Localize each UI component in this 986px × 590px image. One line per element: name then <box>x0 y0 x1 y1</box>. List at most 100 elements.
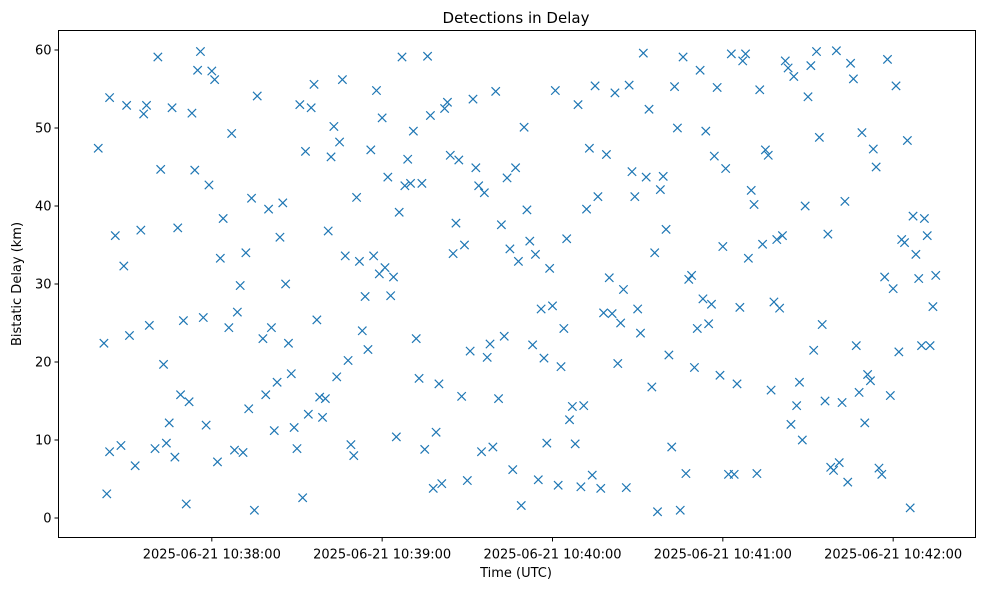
data-point <box>718 241 728 252</box>
data-point <box>794 377 805 387</box>
data-point <box>755 85 765 95</box>
data-point <box>817 319 827 330</box>
data-point <box>181 499 191 509</box>
data-point <box>522 205 532 215</box>
data-point <box>334 137 345 147</box>
data-point <box>224 323 234 333</box>
data-point <box>905 503 915 513</box>
data-point <box>227 128 237 139</box>
data-point <box>655 184 665 195</box>
data-point <box>434 379 444 389</box>
data-point <box>252 91 262 101</box>
data-point <box>709 151 719 161</box>
data-point <box>837 397 847 408</box>
data-point <box>686 270 697 281</box>
data-point <box>573 99 583 110</box>
data-point <box>848 74 859 84</box>
y-axis-label: Bistatic Delay (km) <box>10 222 25 346</box>
data-point <box>420 444 430 454</box>
data-point <box>491 86 501 96</box>
data-point <box>834 457 844 468</box>
data-point <box>394 207 404 217</box>
data-point <box>269 426 279 436</box>
data-point <box>715 370 725 380</box>
data-point <box>644 104 654 114</box>
data-point <box>650 248 660 258</box>
data-point <box>919 213 930 224</box>
data-point <box>732 379 742 389</box>
data-point <box>746 185 756 196</box>
data-point <box>457 391 467 401</box>
data-point <box>916 340 927 351</box>
data-point <box>417 178 427 189</box>
data-point <box>564 415 575 425</box>
data-point <box>317 412 328 423</box>
data-point <box>357 326 367 336</box>
data-point <box>845 58 856 68</box>
data-point <box>471 163 481 173</box>
data-point <box>760 145 771 155</box>
data-point <box>698 294 708 304</box>
data-point <box>187 108 197 118</box>
data-point <box>315 392 325 402</box>
data-point <box>241 248 251 258</box>
data-point <box>843 477 853 487</box>
data-point <box>369 251 379 261</box>
data-point <box>763 150 773 160</box>
data-point <box>542 438 552 448</box>
data-point <box>173 223 183 233</box>
data-point <box>689 362 700 373</box>
data-point <box>615 318 626 328</box>
data-point <box>547 301 558 311</box>
data-point <box>167 103 177 113</box>
data-point <box>851 340 861 351</box>
data-point <box>862 369 873 380</box>
data-point <box>156 164 166 174</box>
data-point <box>405 178 416 189</box>
y-tick-label: 0 <box>43 512 51 527</box>
data-point <box>712 82 722 93</box>
data-point <box>536 304 546 314</box>
data-point <box>488 442 498 452</box>
data-point <box>800 201 810 211</box>
data-point <box>332 372 342 382</box>
data-point <box>865 376 876 386</box>
data-point <box>814 132 824 142</box>
data-point <box>596 483 606 493</box>
y-tick-label: 40 <box>35 200 52 215</box>
data-point <box>740 49 751 59</box>
data-point <box>925 340 935 351</box>
data-point <box>119 261 129 271</box>
data-point <box>363 344 373 355</box>
x-tick-label: 2025-06-21 10:38:00 <box>143 548 281 563</box>
data-point <box>326 152 336 162</box>
data-point <box>496 220 507 230</box>
data-point <box>624 80 634 90</box>
data-point <box>809 345 819 355</box>
data-point <box>669 82 680 92</box>
data-point <box>581 204 592 214</box>
y-tick-label: 60 <box>35 44 52 59</box>
data-point <box>312 315 322 325</box>
data-point <box>567 401 577 412</box>
data-point <box>635 328 646 338</box>
data-point <box>590 81 600 91</box>
data-point <box>403 154 413 164</box>
data-point <box>857 128 867 138</box>
data-point <box>468 94 478 104</box>
data-point <box>828 465 839 476</box>
data-point <box>272 377 282 387</box>
data-point <box>519 122 529 132</box>
data-point <box>371 85 382 96</box>
data-point <box>789 71 799 82</box>
data-point <box>238 447 248 458</box>
data-point <box>204 180 214 190</box>
data-point <box>618 284 629 295</box>
data-point <box>743 253 754 263</box>
data-point <box>658 171 668 181</box>
data-point <box>170 452 180 462</box>
data-point <box>601 149 612 160</box>
data-point <box>684 274 694 284</box>
data-point <box>550 85 560 96</box>
data-point <box>493 394 504 404</box>
